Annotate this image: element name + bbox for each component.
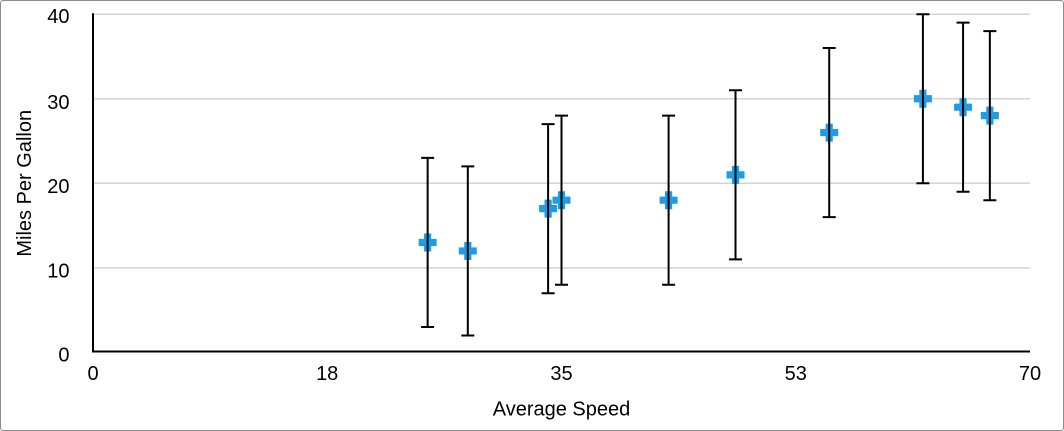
- svg-text:30: 30: [47, 92, 69, 114]
- svg-text:0: 0: [58, 345, 69, 367]
- svg-text:53: 53: [785, 363, 807, 385]
- svg-text:Average Speed: Average Speed: [493, 399, 631, 421]
- svg-text:20: 20: [47, 176, 69, 198]
- svg-text:18: 18: [316, 363, 338, 385]
- svg-text:70: 70: [1019, 363, 1041, 385]
- svg-text:Miles Per Gallon: Miles Per Gallon: [14, 110, 36, 257]
- svg-text:10: 10: [47, 261, 69, 283]
- svg-text:0: 0: [87, 363, 98, 385]
- svg-text:40: 40: [47, 6, 69, 28]
- svg-text:35: 35: [550, 363, 572, 385]
